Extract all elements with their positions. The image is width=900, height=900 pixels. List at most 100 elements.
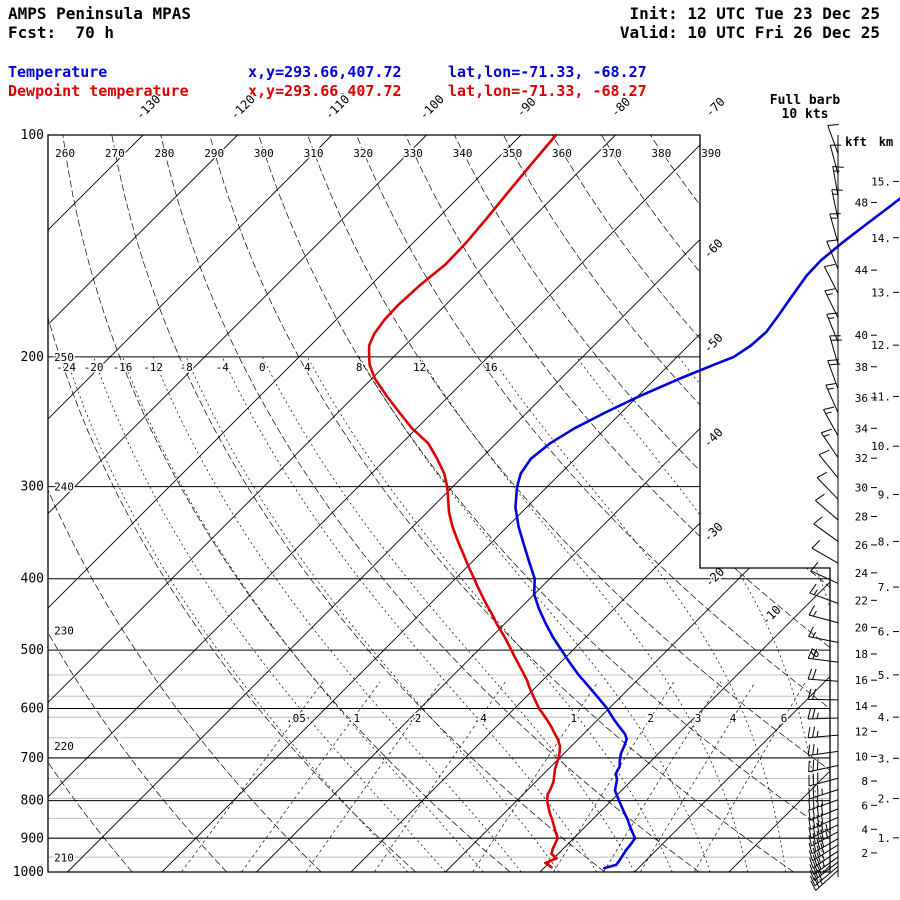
svg-text:220: 220 [54, 740, 74, 753]
svg-text:-24: -24 [56, 361, 76, 374]
svg-text:-120: -120 [228, 92, 258, 122]
svg-text:3: 3 [695, 712, 702, 725]
svg-text:36: 36 [855, 392, 868, 405]
svg-text:8.: 8. [878, 535, 891, 548]
svg-text:40: 40 [855, 329, 868, 342]
svg-text:24: 24 [855, 567, 869, 580]
svg-text:-4: -4 [216, 361, 230, 374]
svg-text:4: 4 [730, 712, 737, 725]
svg-text:280: 280 [155, 147, 175, 160]
svg-text:1.: 1. [878, 832, 891, 845]
svg-text:20: 20 [855, 621, 868, 634]
barb-scale-legend: Full barb 10 kts [757, 94, 853, 122]
svg-text:200: 200 [21, 350, 44, 365]
svg-text:kft: kft [845, 135, 867, 149]
svg-text:22: 22 [855, 594, 868, 607]
svg-text:1000: 1000 [13, 865, 44, 880]
svg-text:270: 270 [105, 147, 125, 160]
svg-text:320: 320 [353, 147, 373, 160]
svg-text:380: 380 [651, 147, 671, 160]
svg-text:2.: 2. [878, 793, 891, 806]
axis-labels: 100 200 300 400 500 600 700 800 900 1000 .05 .1 .2 .4… [13, 91, 824, 880]
svg-text:-80: -80 [608, 95, 633, 120]
svg-text:800: 800 [21, 794, 44, 809]
svg-text:16: 16 [484, 361, 497, 374]
svg-text:370: 370 [602, 147, 622, 160]
svg-text:7.: 7. [878, 581, 891, 594]
svg-text:10: 10 [855, 750, 868, 763]
svg-text:5.: 5. [878, 669, 891, 682]
svg-text:600: 600 [21, 701, 44, 716]
svg-text:18: 18 [855, 648, 868, 661]
svg-text:-100: -100 [417, 92, 447, 122]
svg-text:15.: 15. [871, 175, 891, 188]
svg-text:900: 900 [21, 831, 44, 846]
temperature-legend-xy: x,y=293.66,407.72 [248, 63, 402, 81]
svg-text:6.: 6. [878, 626, 891, 639]
barb-scale-line2: 10 kts [781, 107, 829, 122]
svg-text:-40: -40 [701, 425, 726, 450]
svg-text:km: km [879, 135, 893, 149]
svg-text:8: 8 [356, 361, 363, 374]
svg-text:-130: -130 [133, 92, 163, 122]
svg-text:44: 44 [855, 264, 869, 277]
svg-text:340: 340 [453, 147, 473, 160]
svg-text:500: 500 [21, 643, 44, 658]
background-grid [48, 135, 830, 872]
dewpoint-legend-latlon: lat,lon=-71.33, -68.27 [448, 82, 647, 100]
svg-text:38: 38 [855, 361, 868, 374]
svg-text:.1: .1 [347, 712, 360, 725]
svg-text:4: 4 [304, 361, 311, 374]
svg-text:13.: 13. [871, 286, 891, 299]
svg-text:-30: -30 [701, 520, 726, 545]
svg-text:12: 12 [855, 725, 868, 738]
svg-text:-90: -90 [514, 95, 539, 120]
temperature-legend-label: Temperature [8, 63, 108, 81]
height-scales: kft km48444038363432302826242220181614121… [845, 135, 899, 860]
svg-text:360: 360 [552, 147, 572, 160]
svg-text:.2: .2 [408, 712, 421, 725]
svg-text:-110: -110 [322, 92, 352, 122]
svg-text:.4: .4 [474, 712, 488, 725]
svg-text:48: 48 [855, 196, 868, 209]
svg-text:.05: .05 [286, 712, 306, 725]
svg-text:310: 310 [304, 147, 324, 160]
svg-text:8: 8 [861, 775, 868, 788]
svg-text:290: 290 [204, 147, 224, 160]
svg-text:14: 14 [855, 700, 869, 713]
svg-text:12.: 12. [871, 339, 891, 352]
svg-text:300: 300 [21, 480, 44, 495]
svg-text:14.: 14. [871, 232, 891, 245]
svg-text:11.: 11. [871, 390, 891, 403]
svg-text:16: 16 [855, 674, 868, 687]
wind-barbs [807, 124, 844, 891]
svg-text:260: 260 [55, 147, 75, 160]
svg-text:26: 26 [855, 539, 868, 552]
svg-text:-10: -10 [759, 603, 784, 628]
svg-text:100: 100 [21, 128, 44, 143]
svg-text:210: 210 [54, 851, 74, 864]
svg-text:28: 28 [855, 511, 868, 524]
svg-text:6: 6 [861, 799, 868, 812]
svg-text:4.: 4. [878, 711, 891, 724]
svg-text:700: 700 [21, 751, 44, 766]
svg-text:9.: 9. [878, 488, 891, 501]
svg-text:30: 30 [855, 482, 868, 495]
svg-text:350: 350 [502, 147, 522, 160]
svg-text:400: 400 [21, 572, 44, 587]
forecast-hour: Fcst: 70 h [8, 23, 114, 42]
svg-text:-16: -16 [113, 361, 133, 374]
temperature-curve [514, 196, 900, 870]
svg-text:6: 6 [781, 712, 788, 725]
svg-text:390: 390 [701, 147, 721, 160]
svg-text:-70: -70 [703, 95, 728, 120]
svg-text:3.: 3. [878, 752, 891, 765]
svg-text:300: 300 [254, 147, 274, 160]
svg-text:-60: -60 [701, 236, 726, 261]
valid-time: Valid: 10 UTC Fri 26 Dec 25 [619, 23, 880, 42]
svg-text:12: 12 [413, 361, 426, 374]
svg-text:230: 230 [54, 624, 74, 637]
svg-text:-20: -20 [84, 361, 104, 374]
